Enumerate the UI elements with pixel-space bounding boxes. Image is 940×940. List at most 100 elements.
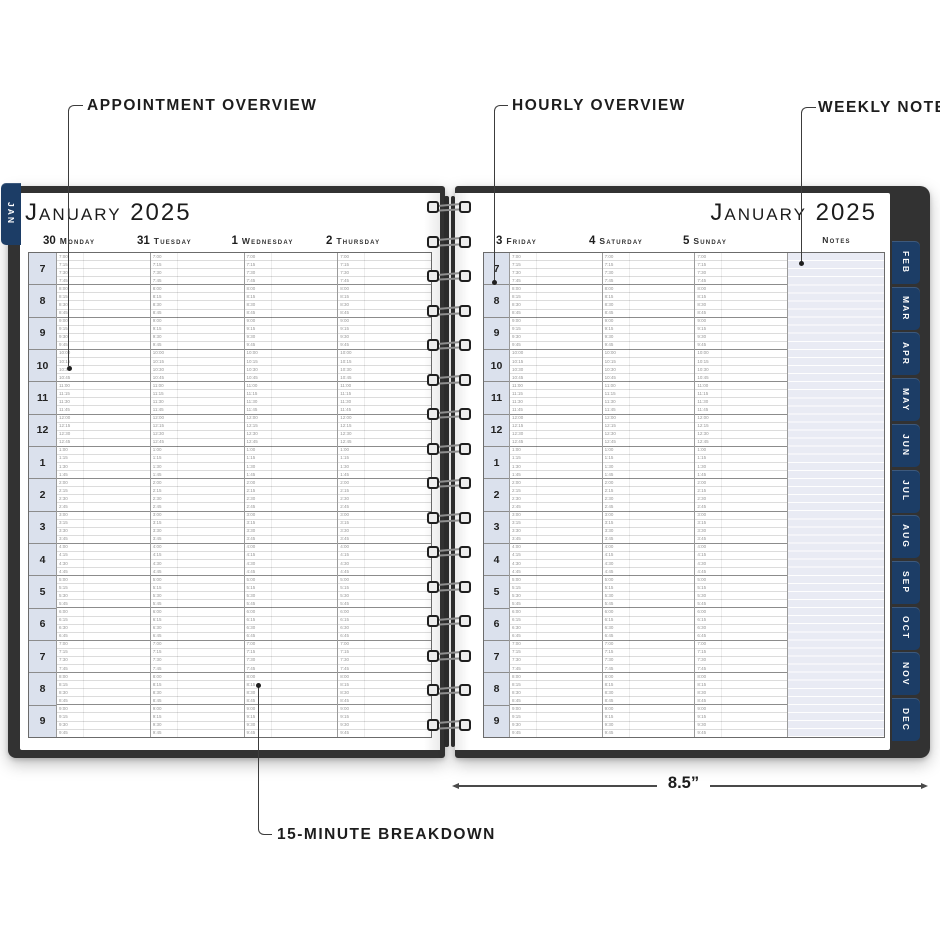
time-slot: 6:45 <box>602 633 695 641</box>
time-slot: 7:30 <box>57 269 150 278</box>
time-label: 12:45 <box>246 439 258 445</box>
dimension-line <box>458 785 657 787</box>
time-label: 12:15 <box>512 423 524 429</box>
time-label: 4:15 <box>512 552 521 558</box>
time-slot: 4:30 <box>510 560 602 569</box>
callout-appointment-overview: APPOINTMENT OVERVIEW <box>87 97 318 114</box>
time-slot: 3:15 <box>150 520 244 528</box>
time-label: 12:45 <box>59 439 71 445</box>
day-name: Thursday <box>336 236 381 246</box>
time-slot: 9:30 <box>244 334 338 342</box>
time-label: 8:45 <box>604 697 614 703</box>
month-tab-dec: DEC <box>892 698 920 741</box>
time-slot: 11:15 <box>602 390 695 399</box>
time-label: 8:45 <box>604 310 614 316</box>
time-slot: 12:00 <box>338 415 431 423</box>
time-slot: 5:30 <box>695 592 788 601</box>
time-label: 1:30 <box>512 463 521 469</box>
time-slot: 1:00 <box>338 447 431 455</box>
time-slot: 4:15 <box>695 552 788 560</box>
time-label: 10:00 <box>340 350 352 356</box>
time-slot: 9:00 <box>57 318 150 326</box>
callout-line-weekly-note <box>801 107 816 263</box>
day-number: 2 <box>326 235 333 247</box>
time-slot: 9:00 <box>602 705 695 714</box>
time-slot: 11:30 <box>150 398 244 407</box>
time-label: 6:30 <box>697 625 707 631</box>
time-label: 9:30 <box>246 722 256 728</box>
time-label: 10:15 <box>152 358 165 364</box>
time-slot: 4:15 <box>510 552 602 560</box>
time-slot: 1:30 <box>57 463 150 472</box>
day-name: Saturday <box>599 236 644 246</box>
callout-line-15-minute <box>258 687 272 835</box>
time-label: 3:15 <box>604 520 614 526</box>
time-slot: 9:00 <box>338 318 431 326</box>
day-column: 7:00 7:15 7:30 7:45 8:00 8:15 8:30 8:45 9:00 9:15… <box>509 253 602 737</box>
time-label: 3:30 <box>604 528 614 534</box>
time-label: 12:00 <box>152 415 165 421</box>
time-label: 9:00 <box>59 705 68 711</box>
time-slot: 12:45 <box>57 439 150 447</box>
time-slot: 11:45 <box>602 406 695 415</box>
time-slot: 8:30 <box>244 689 338 698</box>
time-slot: 6:30 <box>602 625 695 633</box>
spiral-loop-end <box>427 718 439 731</box>
time-slot: 12:30 <box>338 431 431 439</box>
time-label: 1:00 <box>697 447 707 453</box>
time-slot: 9:30 <box>510 722 602 730</box>
time-slot: 8:30 <box>602 689 695 698</box>
time-label: 9:00 <box>697 705 707 711</box>
time-label: 6:45 <box>152 633 162 639</box>
time-slot: 11:30 <box>602 398 695 407</box>
time-label: 10:00 <box>512 350 524 356</box>
time-label: 7:30 <box>152 269 162 275</box>
time-label: 6:00 <box>152 608 162 614</box>
time-label: 3:45 <box>246 536 256 542</box>
time-label: 7:15 <box>59 649 68 655</box>
time-slot: 9:15 <box>695 326 788 334</box>
time-label: 3:15 <box>59 520 68 526</box>
time-label: 7:30 <box>246 269 256 275</box>
time-slot: 2:00 <box>244 479 338 488</box>
callout-weekly-note: WEEKLY NOTE <box>818 99 940 116</box>
time-label: 6:45 <box>59 633 68 639</box>
time-slot: 9:15 <box>244 326 338 334</box>
time-label: 9:15 <box>246 326 256 332</box>
time-label: 7:15 <box>512 261 521 267</box>
time-slot: 8:00 <box>150 673 244 682</box>
time-label: 7:15 <box>246 261 256 267</box>
time-slot: 10:45 <box>338 374 431 383</box>
spiral-loop-end <box>427 408 439 420</box>
hour-cell: 9 <box>493 715 500 728</box>
time-slot: 6:45 <box>695 633 788 641</box>
time-slot: 1:00 <box>695 447 788 455</box>
day-column: 7:00 7:15 7:30 7:45 8:00 8:15 8:30 8:45 9:00 9:15… <box>149 253 244 737</box>
time-label: 12:15 <box>697 423 709 429</box>
time-slot: 3:30 <box>338 528 431 536</box>
spiral-loop-end <box>427 442 439 455</box>
time-label: 3:00 <box>512 512 521 518</box>
time-label: 12:15 <box>59 423 71 429</box>
time-label: 10:45 <box>604 374 616 380</box>
hour-cell: 7 <box>29 641 56 674</box>
time-slot: 12:00 <box>150 415 244 423</box>
time-label: 2:00 <box>604 479 614 485</box>
appointment-grid-left: 7 8 9 10 11 12 1 2 3 4 5 6 7 8 9 7:00 7:15 7:30 7:45 8:00 8:… <box>28 252 432 738</box>
time-label: 9:45 <box>59 342 68 348</box>
time-slot: 6:45 <box>244 633 338 641</box>
time-slot: 2:15 <box>57 487 150 496</box>
time-label: 9:00 <box>340 705 350 711</box>
time-label: 6:15 <box>512 617 521 623</box>
time-slot: 3:00 <box>602 512 695 520</box>
day-header: 5 Sunday <box>683 235 727 249</box>
time-label: 8:00 <box>604 285 614 291</box>
time-slot: 1:15 <box>338 455 431 464</box>
page-title-left: January 2025 <box>25 199 192 226</box>
time-label: 8:30 <box>604 689 614 695</box>
time-label: 10:30 <box>512 366 524 372</box>
time-slot: 12:00 <box>57 415 150 423</box>
time-slot: 5:15 <box>150 584 244 593</box>
time-slot: 2:45 <box>57 503 150 512</box>
time-label: 2:00 <box>152 479 162 485</box>
